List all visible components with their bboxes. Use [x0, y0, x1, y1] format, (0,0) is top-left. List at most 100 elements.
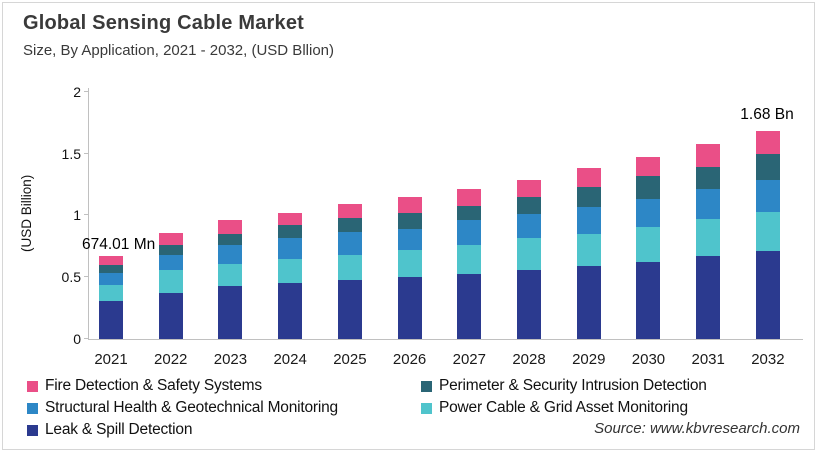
bar-segment-2031-fire-detection-safety-systems — [696, 143, 721, 168]
bar-segment-2022-power-cable-grid-asset-monitoring — [158, 269, 183, 294]
legend-label: Power Cable & Grid Asset Monitoring — [439, 399, 688, 416]
y-axis-title: (USD Billion) — [19, 174, 34, 252]
bar-segment-2026-perimeter-security-intrusion-detection — [397, 212, 422, 230]
y-tick-label-2: 2 — [73, 83, 81, 100]
bar-2023 — [218, 220, 243, 339]
bar-segment-2025-power-cable-grid-asset-monitoring — [337, 254, 362, 280]
bar-segment-2030-fire-detection-safety-systems — [636, 157, 661, 176]
y-tick-mark — [84, 338, 89, 339]
legend-swatch — [27, 402, 38, 414]
y-tick-mark — [84, 276, 89, 278]
bar-2028 — [517, 179, 542, 339]
bar-segment-2027-leak-spill-detection — [457, 273, 482, 339]
bar-segment-2030-structural-health-geotechnical-monitoring — [636, 199, 661, 227]
bar-segment-2026-power-cable-grid-asset-monitoring — [397, 250, 422, 278]
x-axis-label-2030: 2030 — [631, 351, 666, 368]
bar-segment-2031-structural-health-geotechnical-monitoring — [696, 189, 721, 220]
x-axis-label-2025: 2025 — [333, 351, 367, 368]
bar-segment-2030-perimeter-security-intrusion-detection — [636, 175, 661, 200]
bar-segment-2029-perimeter-security-intrusion-detection — [576, 187, 601, 207]
bar-segment-2022-leak-spill-detection — [158, 293, 183, 339]
legend-item-power-cable-grid-asset-monitoring: Power Cable & Grid Asset Monitoring — [421, 399, 688, 417]
legend-item-fire-detection-safety-systems: Fire Detection & Safety Systems — [27, 377, 262, 395]
bar-segment-2022-fire-detection-safety-systems — [158, 232, 183, 246]
bar-segment-2024-fire-detection-safety-systems — [278, 212, 303, 226]
bar-segment-2031-perimeter-security-intrusion-detection — [696, 167, 721, 190]
bar-segment-2032-fire-detection-safety-systems — [755, 131, 780, 154]
bar-2027 — [457, 189, 482, 339]
y-tick-label-1: 1 — [73, 207, 81, 224]
y-tick-label-0.5: 0.5 — [61, 269, 81, 286]
bar-segment-2027-perimeter-security-intrusion-detection — [457, 205, 482, 221]
bar-segment-2023-fire-detection-safety-systems — [218, 220, 243, 234]
bar-segment-2024-leak-spill-detection — [278, 283, 303, 339]
bar-segment-2028-perimeter-security-intrusion-detection — [517, 196, 542, 215]
annotation-2032-value: 1.68 Bn — [740, 106, 794, 123]
bar-2030 — [636, 157, 661, 339]
y-tick-mark — [84, 152, 89, 154]
legend-swatch — [421, 402, 432, 414]
legend-item-structural-health-geotechnical-monitoring: Structural Health & Geotechnical Monitor… — [27, 399, 338, 417]
bar-segment-2025-fire-detection-safety-systems — [337, 204, 362, 218]
bar-segment-2021-structural-health-geotechnical-monitoring — [99, 272, 123, 285]
bar-segment-2026-structural-health-geotechnical-monitoring — [397, 229, 422, 251]
bar-segment-2028-leak-spill-detection — [517, 269, 542, 339]
annotation-2021-value: 674.01 Mn — [82, 236, 156, 253]
bar-segment-2027-power-cable-grid-asset-monitoring — [457, 245, 482, 274]
legend-swatch — [27, 424, 38, 436]
x-axis-label-2023: 2023 — [213, 351, 248, 368]
y-tick-mark — [84, 90, 89, 92]
bar-segment-2032-perimeter-security-intrusion-detection — [755, 153, 780, 180]
bar-2025 — [337, 204, 362, 339]
bar-segment-2028-fire-detection-safety-systems — [517, 179, 542, 197]
bar-segment-2021-leak-spill-detection — [99, 300, 123, 339]
legend-item-perimeter-security-intrusion-detection: Perimeter & Security Intrusion Detection — [421, 377, 707, 395]
bar-segment-2024-structural-health-geotechnical-monitoring — [278, 237, 303, 259]
bar-segment-2029-leak-spill-detection — [576, 266, 601, 339]
bar-segment-2021-power-cable-grid-asset-monitoring — [99, 284, 123, 301]
bar-2024 — [278, 212, 303, 339]
legend-label: Fire Detection & Safety Systems — [45, 377, 262, 394]
bar-segment-2023-perimeter-security-intrusion-detection — [218, 233, 243, 246]
y-tick-label-0: 0 — [73, 331, 81, 347]
legend-label: Leak & Spill Detection — [45, 421, 193, 438]
bar-segment-2032-structural-health-geotechnical-monitoring — [755, 179, 780, 212]
plot-area: 0 0.5 1 1.5 2 2021 2022 2023 2024 2025 2026 2027 202… — [62, 84, 803, 368]
bar-segment-2026-leak-spill-detection — [397, 277, 422, 339]
source-text: Source: www.kbvresearch.com — [594, 420, 800, 437]
bar-segment-2022-perimeter-security-intrusion-detection — [158, 245, 183, 255]
bar-2026 — [397, 196, 422, 339]
legend-swatch — [27, 380, 38, 392]
bar-segment-2030-power-cable-grid-asset-monitoring — [636, 226, 661, 263]
bar-segment-2032-leak-spill-detection — [755, 251, 780, 339]
bar-2032 — [755, 131, 780, 339]
bar-segment-2025-leak-spill-detection — [337, 279, 362, 339]
bar-2031 — [696, 143, 721, 339]
bar-segment-2028-power-cable-grid-asset-monitoring — [517, 237, 542, 270]
y-tick-mark — [84, 214, 89, 216]
bar-segment-2025-perimeter-security-intrusion-detection — [337, 217, 362, 232]
bar-segment-2026-fire-detection-safety-systems — [397, 196, 422, 213]
bar-segment-2032-power-cable-grid-asset-monitoring — [755, 211, 780, 252]
bar-segment-2029-structural-health-geotechnical-monitoring — [576, 206, 601, 234]
bar-segment-2029-fire-detection-safety-systems — [576, 168, 601, 187]
bar-segment-2029-power-cable-grid-asset-monitoring — [576, 233, 601, 267]
chart-subtitle: Size, By Application, 2021 - 2032, (USD … — [23, 42, 334, 59]
bar-segment-2028-structural-health-geotechnical-monitoring — [517, 214, 542, 238]
bar-segment-2027-fire-detection-safety-systems — [457, 189, 482, 206]
bar-segment-2025-structural-health-geotechnical-monitoring — [337, 231, 362, 255]
x-axis-label-2022: 2022 — [154, 351, 188, 368]
bar-segment-2022-structural-health-geotechnical-monitoring — [158, 254, 183, 270]
bar-2021 — [99, 255, 123, 339]
bar-segment-2023-power-cable-grid-asset-monitoring — [218, 263, 243, 286]
legend-label: Perimeter & Security Intrusion Detection — [439, 377, 707, 394]
x-axis-label-2027: 2027 — [452, 351, 486, 368]
bar-segment-2031-leak-spill-detection — [696, 256, 721, 339]
legend-label: Structural Health & Geotechnical Monitor… — [45, 399, 338, 416]
bar-segment-2031-power-cable-grid-asset-monitoring — [696, 219, 721, 257]
bar-segment-2030-leak-spill-detection — [636, 262, 661, 339]
x-axis-label-2029: 2029 — [572, 351, 606, 368]
bar-segment-2024-perimeter-security-intrusion-detection — [278, 225, 303, 238]
legend-swatch — [421, 380, 432, 392]
bar-segment-2024-power-cable-grid-asset-monitoring — [278, 258, 303, 284]
